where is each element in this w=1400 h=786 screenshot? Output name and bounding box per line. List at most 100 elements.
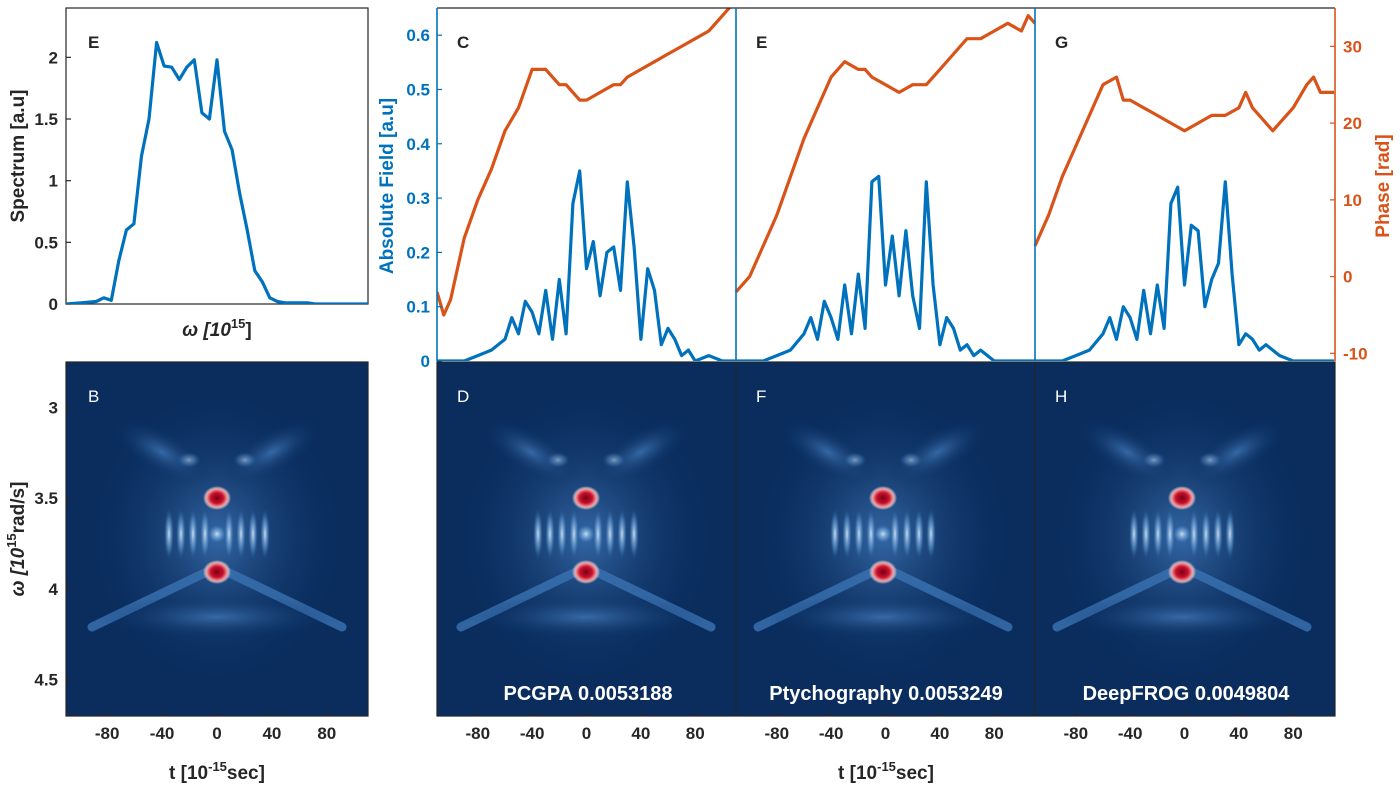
deepfrog-trace-upper-spot-right (1198, 452, 1222, 468)
ptychography-error-caption: Ptychography 0.0053249 (769, 683, 1002, 705)
absolute-field-y-ticks: 0 0.1 0.2 0.3 0.4 0.5 0.6 (406, 26, 442, 371)
measured-trace-panel: B 3 3.5 4 4.5 -80 -40 0 40 80 t [10-15sec] ω [1… (4, 361, 369, 784)
measured-trace-y-label-exp: 15 (4, 533, 19, 547)
measured-trace-fringe-6 (248, 508, 258, 560)
deepfrog-trace-lower-peak (1168, 560, 1196, 584)
deepfrog-trace-upper-peak (1168, 486, 1196, 510)
deepfrog-trace-upper-wing-left (1078, 418, 1176, 486)
measured-trace-x-ticks: -80 -40 0 40 80 (95, 711, 336, 743)
deepfrog-x-tick-1: -40 (1118, 724, 1143, 743)
retrieved-pulses-series-group (437, 8, 1334, 361)
pcgpa-trace-center-spot (576, 524, 596, 544)
spectrum-y-tick-2: 1 (49, 172, 58, 191)
ptychography-trace-upper-peak (869, 486, 897, 510)
measured-trace-upper-spot-right (233, 452, 257, 468)
spectrum-x-label-end: ] (245, 320, 251, 341)
measured-trace-lower-haze (97, 595, 337, 639)
ptychography-trace-fringe-4 (890, 508, 900, 560)
measured-trace-upper-wing-right (223, 418, 321, 486)
measured-trace-lower-peak (203, 560, 231, 584)
retrieved-traces-x-axis-label: t [10-15sec] (838, 759, 934, 784)
spectrum-series-group (66, 40, 368, 304)
panel-letter-h: H (1055, 387, 1067, 406)
retrieved-x-label-exp: -15 (877, 759, 896, 774)
measured-trace-fringe-1 (176, 508, 186, 560)
measured-trace-fringe-3 (200, 508, 210, 560)
deepfrog-trace-fringe-1 (1141, 508, 1151, 560)
pcgpa-trace-lower-haze (466, 595, 706, 639)
deepfrog-trace-center-spot (1172, 524, 1192, 544)
retrieved-traces-panel: D F H PCGPA 0.0053188 Ptychography 0.005… (436, 361, 1336, 784)
phase-tick-1: 0 (1343, 268, 1352, 287)
deepfrog-trace-upper-spot-left (1142, 452, 1166, 468)
deepfrog-trace-fringe-6 (1213, 508, 1223, 560)
ptychography-trace-upper-wing-right (889, 418, 987, 486)
spectrum-x-axis-label: ω [1015] (182, 316, 251, 341)
pcgpa-trace-fringe-6 (617, 508, 627, 560)
measured-trace-fringe-0 (164, 508, 174, 560)
pcgpa-trace-fringe-1 (545, 508, 555, 560)
measured-trace-x-axis-label: t [10-15sec] (169, 759, 265, 784)
pcgpa-x-tick-1: -40 (520, 724, 545, 743)
pcgpa-trace-fringe-5 (605, 508, 615, 560)
measured-trace-fringe-5 (236, 508, 246, 560)
ptychography-trace-lower-peak (869, 560, 897, 584)
measured-trace-y-label-end: rad/s] (8, 482, 29, 534)
spectrum-y-axis-label: Spectrum [a.u] (8, 89, 29, 222)
measured-trace-upper-wing-left (113, 418, 211, 486)
measured-trace-y-tick-0: 3 (49, 398, 58, 417)
ptychography-x-tick-0: -80 (764, 724, 789, 743)
absolute-field-tick-3: 0.3 (406, 189, 430, 208)
ptychography-trace-fringe-3 (866, 508, 876, 560)
ptychography-trace-fringe-0 (830, 508, 840, 560)
ptychography-trace-upper-spot-right (899, 452, 923, 468)
pcgpa-x-tick-0: -80 (465, 724, 490, 743)
ptychography-trace-fringe-2 (854, 508, 864, 560)
panel-letter-e-second: E (756, 33, 767, 52)
measured-trace-x-label-base: t [10 (169, 763, 208, 784)
deepfrog-x-tick-3: 40 (1229, 724, 1248, 743)
pcgpa-trace-fringe-0 (533, 508, 543, 560)
ptychography-x-tick-4: 80 (985, 724, 1004, 743)
retrieved-x-label-base: t [10 (838, 763, 877, 784)
deepfrog-phase-line (1033, 75, 1334, 247)
measured-trace-upper-spot-left (177, 452, 201, 468)
absolute-field-tick-0: 0 (421, 352, 430, 371)
absolute-field-tick-6: 0.6 (406, 26, 430, 45)
spectrum-x-label-exp: 15 (231, 316, 245, 331)
measured-trace-heatmap (87, 387, 347, 687)
ptychography-amplitude-line (736, 174, 1035, 361)
phase-tick-0: -10 (1343, 344, 1368, 363)
absolute-field-tick-5: 0.5 (406, 80, 430, 99)
retrieved-x-label-end: sec] (896, 763, 934, 784)
pcgpa-trace-heatmap (456, 387, 716, 687)
pcgpa-trace-fringe-3 (569, 508, 579, 560)
panel-letter-g: G (1055, 33, 1068, 52)
measured-trace-x-tick-3: 40 (262, 724, 281, 743)
deepfrog-trace-upper-wing-right (1188, 418, 1286, 486)
retrieved-pulses-panel: C E G 0 0.1 0.2 0.3 0.4 0.5 0.6 -10 0 10 20 30 Abs… (377, 7, 1394, 371)
measured-trace-y-tick-2: 4 (49, 580, 59, 599)
deepfrog-x-tick-0: -80 (1063, 724, 1088, 743)
spectrum-line (66, 40, 368, 304)
deepfrog-trace-fringe-2 (1153, 508, 1163, 560)
panel-letter-c: C (457, 33, 469, 52)
measured-trace-panel-letter: B (88, 387, 99, 406)
measured-trace-y-axis-label: ω [1015rad/s] (4, 482, 29, 597)
pcgpa-trace-lower-peak (572, 560, 600, 584)
measured-trace-x-tick-2: 0 (212, 724, 221, 743)
pcgpa-trace-upper-spot-left (546, 452, 570, 468)
measured-trace-y-ticks: 3 3.5 4 4.5 (34, 398, 71, 690)
absolute-field-tick-1: 0.1 (406, 298, 430, 317)
ptychography-trace-fringe-5 (902, 508, 912, 560)
deepfrog-trace-fringe-0 (1129, 508, 1139, 560)
phase-tick-4: 30 (1343, 37, 1362, 56)
pcgpa-trace-upper-spot-right (602, 452, 626, 468)
panel-letter-d: D (457, 387, 469, 406)
measured-trace-fringe-4 (224, 508, 234, 560)
phase-y-ticks: -10 0 10 20 30 (1330, 37, 1368, 363)
ptychography-x-tick-3: 40 (930, 724, 949, 743)
spectrum-x-label-base: ω [10 (182, 320, 231, 341)
measured-trace-y-tick-3: 4.5 (34, 671, 58, 690)
